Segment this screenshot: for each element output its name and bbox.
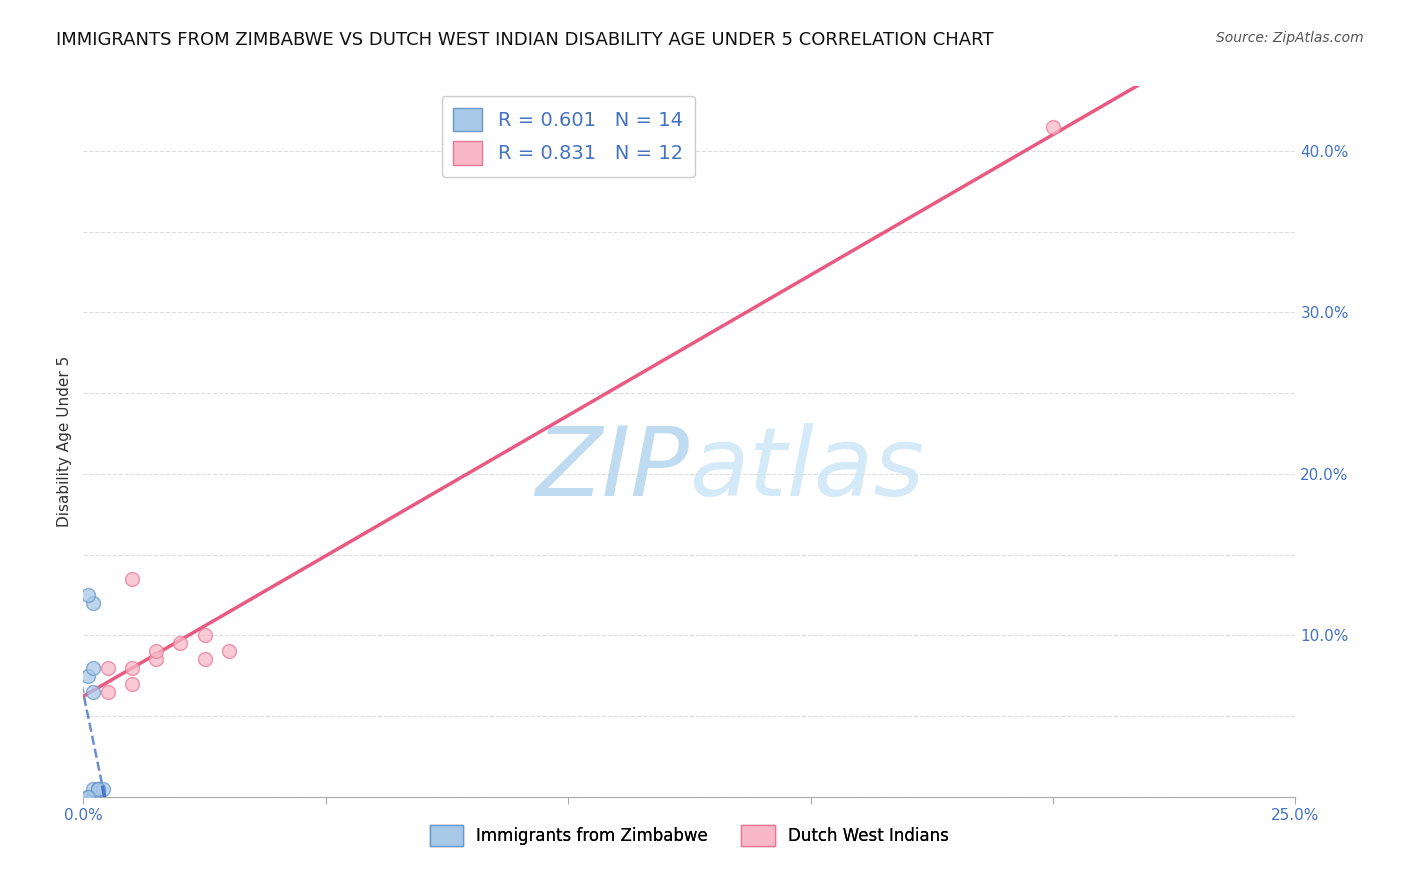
Point — [121, 572, 143, 586]
Point — [96, 660, 118, 674]
Text: IMMIGRANTS FROM ZIMBABWE VS DUTCH WEST INDIAN DISABILITY AGE UNDER 5 CORRELATION: IMMIGRANTS FROM ZIMBABWE VS DUTCH WEST I… — [56, 31, 994, 49]
Text: ZIP: ZIP — [536, 424, 689, 516]
Point — [77, 588, 100, 602]
Point — [96, 684, 118, 698]
Point — [77, 668, 100, 682]
Point — [82, 789, 104, 804]
Point — [77, 789, 100, 804]
Point — [145, 644, 167, 658]
Point — [121, 676, 143, 690]
Point — [77, 789, 100, 804]
Text: Source: ZipAtlas.com: Source: ZipAtlas.com — [1216, 31, 1364, 45]
Point — [87, 781, 110, 796]
Text: atlas: atlas — [689, 424, 924, 516]
Point — [193, 652, 215, 666]
Point — [82, 660, 104, 674]
Point — [82, 596, 104, 610]
Point — [91, 781, 114, 796]
Point — [121, 660, 143, 674]
Point — [169, 636, 191, 650]
Point — [193, 628, 215, 642]
Legend: Immigrants from Zimbabwe, Dutch West Indians: Immigrants from Zimbabwe, Dutch West Ind… — [423, 819, 956, 852]
Point — [82, 781, 104, 796]
Point — [87, 781, 110, 796]
Point — [1042, 120, 1064, 134]
Point — [82, 684, 104, 698]
Point — [218, 644, 240, 658]
Point — [145, 652, 167, 666]
Y-axis label: Disability Age Under 5: Disability Age Under 5 — [58, 356, 72, 527]
Point — [77, 789, 100, 804]
Point — [87, 781, 110, 796]
